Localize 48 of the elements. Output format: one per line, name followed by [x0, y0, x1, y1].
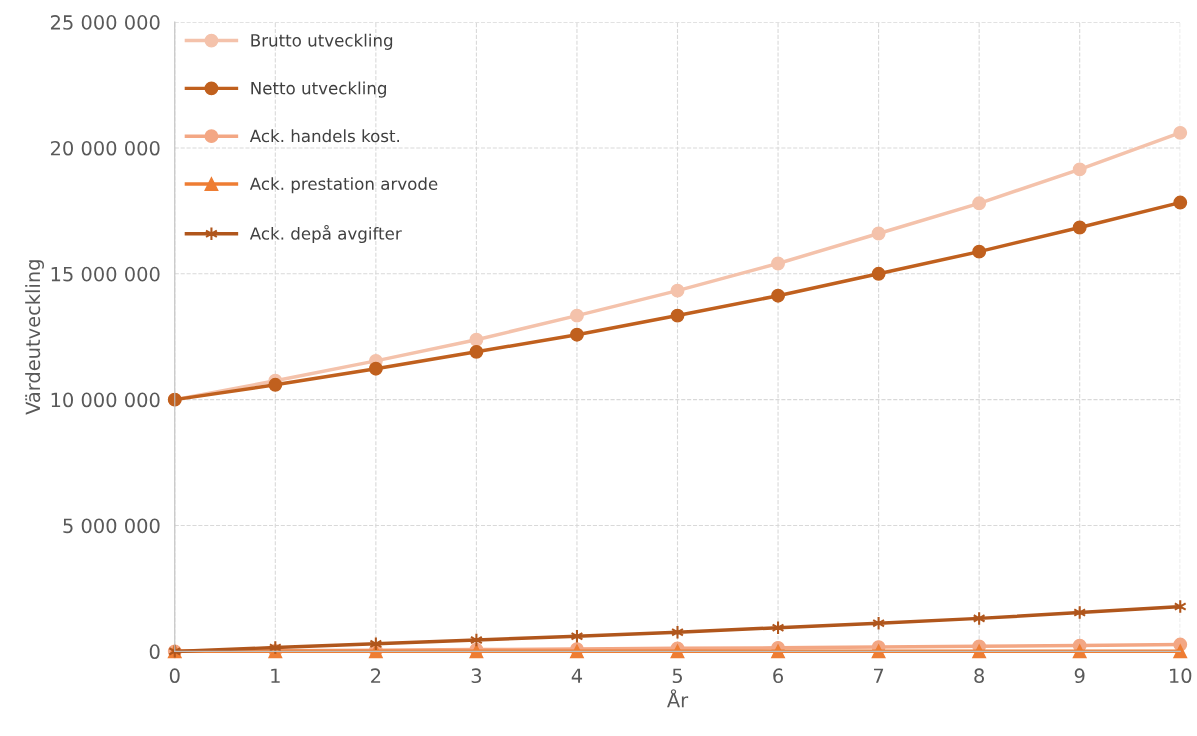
point: [570, 308, 584, 323]
point: [972, 196, 987, 211]
legend-label: Brutto utveckling: [251, 33, 393, 50]
y-tick-label: 15 000 000: [51, 266, 160, 282]
point: [771, 256, 785, 271]
x-tick-label: 8: [974, 668, 984, 684]
point: [871, 644, 886, 659]
y-tick-label: 25 000 000: [50, 15, 160, 30]
point: [771, 288, 785, 303]
x-tick-label: 3: [471, 668, 482, 684]
point: [771, 644, 785, 659]
point: [469, 344, 484, 359]
legend-label: Ack. prestation arvode: [249, 177, 438, 194]
x-tick-label: 5: [672, 668, 682, 684]
point: [469, 332, 484, 347]
point: [570, 327, 584, 342]
point: [972, 244, 987, 259]
x-tick-label: 10: [1170, 668, 1192, 684]
point: [871, 226, 886, 241]
y-tick-label: 10 000 000: [51, 392, 160, 408]
x-tick-label: 9: [1074, 668, 1085, 684]
point: [268, 377, 283, 392]
point: [671, 624, 684, 640]
y-tick-label: 5 000 000: [63, 518, 160, 534]
legend-label: Ack. depå avgifter: [249, 224, 402, 244]
y-tick-label: 0: [149, 644, 160, 660]
x-tick-label: 2: [371, 668, 381, 683]
point: [1072, 220, 1087, 235]
x-tick-label: 0: [169, 668, 180, 684]
legend-label: Ack. handels kost.: [249, 129, 400, 143]
point: [1072, 644, 1087, 659]
point: [368, 361, 383, 376]
point: [1173, 195, 1188, 210]
point: [670, 308, 685, 323]
x-axis-title: År: [667, 689, 689, 708]
y-tick-label: 20 000 000: [50, 140, 160, 156]
point: [871, 266, 886, 281]
point: [972, 644, 987, 659]
x-tick-label: 4: [571, 668, 583, 683]
point: [670, 283, 685, 298]
point: [1072, 162, 1087, 177]
x-tick-label: 6: [773, 668, 784, 684]
y-axis-title: Värdeutveckling: [25, 260, 44, 415]
point: [1173, 644, 1188, 659]
x-tick-label: 7: [874, 668, 884, 683]
legend-label: Netto utveckling: [251, 81, 386, 98]
point: [1173, 125, 1188, 140]
x-tick-label: 1: [271, 668, 280, 683]
